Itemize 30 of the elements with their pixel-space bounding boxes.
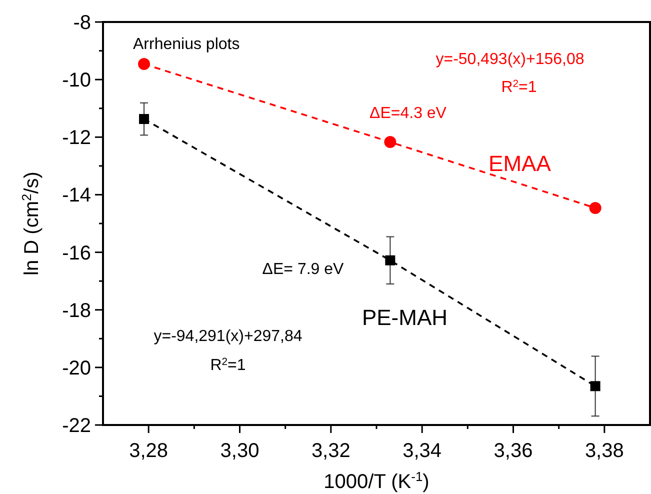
x-axis-title: 1000/T (K$^{-1}$) bbox=[324, 468, 430, 493]
annotation: y=-50,493(x)+156,08 bbox=[436, 51, 584, 68]
y-tick-label: -22 bbox=[62, 415, 91, 437]
annotation: ΔE=4.3 eV bbox=[370, 105, 447, 122]
y-tick-label: -12 bbox=[62, 127, 91, 150]
x-tick-label: 3,38 bbox=[584, 440, 624, 462]
y-tick-label: -20 bbox=[62, 357, 91, 380]
x-tick-label: 3,36 bbox=[494, 440, 533, 462]
annotation: y=-94,291(x)+297,84 bbox=[154, 328, 302, 345]
series-label: PE-MAH bbox=[362, 305, 448, 330]
annotation: Arrhenius plots bbox=[133, 36, 240, 53]
series-label: EMAA bbox=[488, 150, 552, 176]
x-tick-label: 3,30 bbox=[220, 440, 260, 462]
point bbox=[590, 381, 600, 392]
x-tick-label: 3,28 bbox=[129, 440, 168, 462]
x-tick-label: 3,34 bbox=[402, 440, 442, 462]
point bbox=[385, 255, 396, 266]
point bbox=[138, 58, 150, 70]
y-tick-label: -16 bbox=[62, 242, 91, 264]
point bbox=[384, 136, 396, 148]
y-tick-label: -8 bbox=[73, 12, 91, 34]
y-tick-label: -18 bbox=[62, 300, 91, 322]
point bbox=[139, 114, 150, 124]
annotation: ΔE= 7.9 eV bbox=[262, 261, 344, 278]
x-tick-label: 3,32 bbox=[311, 440, 350, 462]
point bbox=[589, 202, 602, 214]
annotation: R$^{2}$=1 bbox=[210, 356, 246, 374]
y-tick-label: -14 bbox=[62, 184, 91, 207]
y-tick-label: -10 bbox=[62, 70, 91, 92]
annotation: R$^{2}$=1 bbox=[501, 78, 537, 96]
